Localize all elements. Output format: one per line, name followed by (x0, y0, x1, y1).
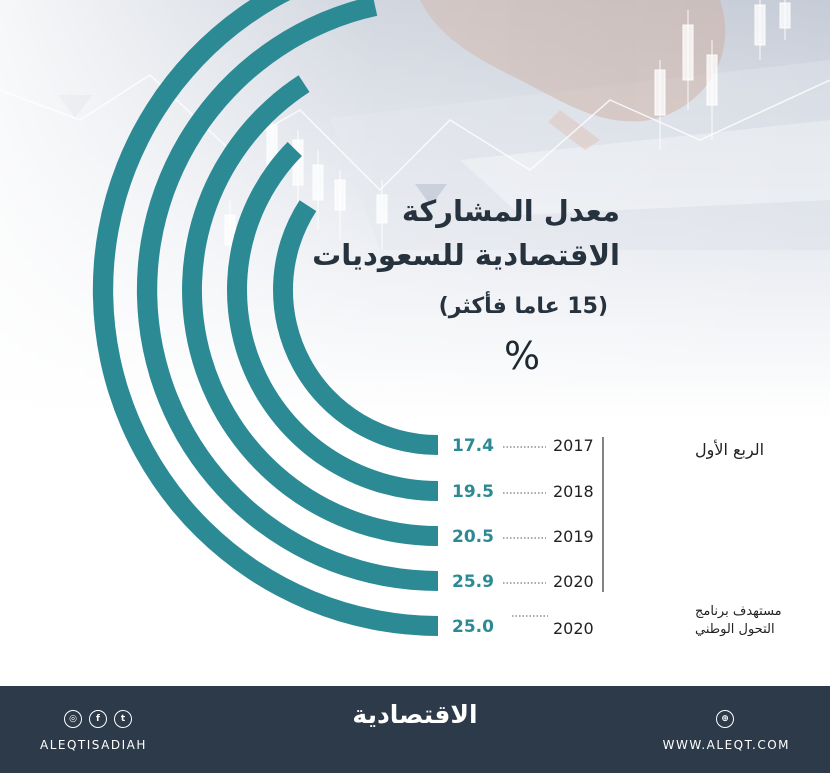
year-label-5: 2020 (553, 619, 594, 638)
value-label-4: 25.9 (452, 572, 494, 592)
labels-group: 17.4 2017 19.5 2018 20.5 2019 25.9 2020 25.0 2020 (452, 436, 594, 638)
web-icons: ⊕ (716, 710, 734, 728)
chart-subtitle: (15 عاما فأكثر) (438, 294, 608, 319)
social-icons: ◎ f t (64, 710, 132, 728)
bar-2 (226, 142, 438, 502)
website-link[interactable]: WWW.ALEQT.COM (662, 738, 790, 752)
hero-background (0, 0, 830, 420)
facebook-icon[interactable]: f (89, 710, 107, 728)
year-label-3: 2019 (553, 527, 594, 546)
globe-icon[interactable]: ⊕ (716, 710, 734, 728)
chart-svg: 17.4 2017 19.5 2018 20.5 2019 25.9 2020 25.0 2020… (92, 0, 782, 638)
period-label: الربع الأول (695, 439, 764, 460)
brand-logo: الاقتصادية (352, 700, 478, 729)
chart-title-line1: معدل المشاركة (401, 194, 620, 228)
bars-group (92, 0, 438, 636)
chart-title-line2: الاقتصادية للسعوديات (312, 238, 620, 272)
social-handle[interactable]: ALEQTISADIAH (40, 738, 147, 752)
value-label-3: 20.5 (452, 527, 494, 547)
year-label-4: 2020 (553, 572, 594, 591)
twitter-icon[interactable]: t (114, 710, 132, 728)
target-label-line2: التحول الوطني (695, 622, 775, 637)
year-label-2: 2018 (553, 482, 594, 501)
unit-symbol: % (503, 334, 541, 378)
target-label-line1: مستهدف برنامج (695, 604, 782, 619)
value-label-5: 25.0 (452, 617, 494, 637)
value-label-1: 17.4 (452, 436, 494, 456)
year-label-1: 2017 (553, 436, 594, 455)
bar-3 (182, 75, 438, 547)
footer-bar: ◎ f t ALEQTISADIAH الاقتصادية ⊕ WWW.ALEQ… (0, 686, 830, 773)
instagram-icon[interactable]: ◎ (64, 710, 82, 728)
leaders-group (503, 446, 548, 617)
bar-1 (273, 200, 438, 455)
value-label-2: 19.5 (452, 482, 494, 502)
